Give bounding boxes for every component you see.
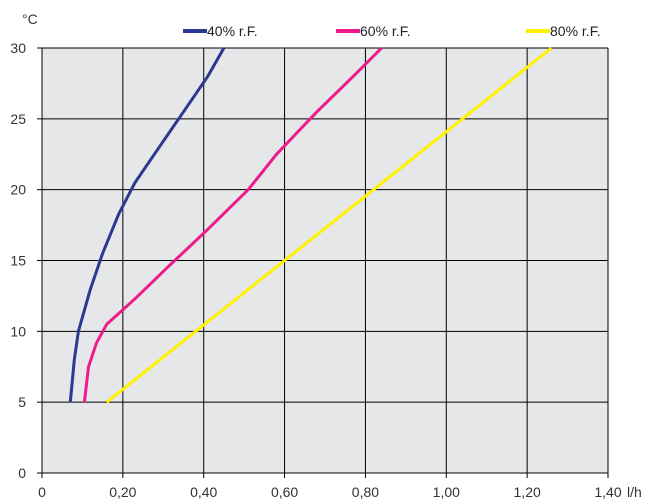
legend-label-1: 60% r.F. bbox=[360, 23, 411, 39]
x-tick-label-3: 0,60 bbox=[271, 484, 298, 500]
x-tick-label-1: 0,20 bbox=[109, 484, 136, 500]
y-axis: 0 5 10 15 20 25 30 bbox=[10, 40, 42, 481]
series-line-1 bbox=[82, 46, 383, 403]
x-tick-label-5: 1,00 bbox=[433, 484, 460, 500]
y-tick-label-6: 30 bbox=[10, 40, 26, 56]
series-line-0 bbox=[68, 47, 226, 403]
y-tick-label-4: 20 bbox=[10, 182, 26, 198]
x-axis: 0 0,20 0,40 0,60 0,80 1,00 1,20 1,40 bbox=[38, 473, 622, 500]
series-line-2 bbox=[105, 46, 553, 404]
x-tick-label-2: 0,40 bbox=[190, 484, 217, 500]
series-lines bbox=[68, 46, 553, 404]
x-tick-label-0: 0 bbox=[38, 484, 46, 500]
grid bbox=[41, 47, 609, 474]
x-tick-label-4: 0,80 bbox=[352, 484, 379, 500]
y-axis-unit: °C bbox=[22, 11, 38, 27]
y-tick-label-1: 5 bbox=[18, 394, 26, 410]
legend-label-2: 80% r.F. bbox=[550, 23, 601, 39]
legend: 40% r.F. 60% r.F. 80% r.F. bbox=[183, 23, 601, 39]
x-tick-label-6: 1,20 bbox=[514, 484, 541, 500]
legend-label-0: 40% r.F. bbox=[207, 23, 258, 39]
y-tick-label-3: 15 bbox=[10, 253, 26, 269]
x-axis-unit: l/h bbox=[627, 484, 642, 500]
y-tick-label-2: 10 bbox=[10, 323, 26, 339]
x-tick-label-7: 1,40 bbox=[594, 484, 621, 500]
y-tick-label-0: 0 bbox=[18, 465, 26, 481]
y-tick-label-5: 25 bbox=[10, 111, 26, 127]
